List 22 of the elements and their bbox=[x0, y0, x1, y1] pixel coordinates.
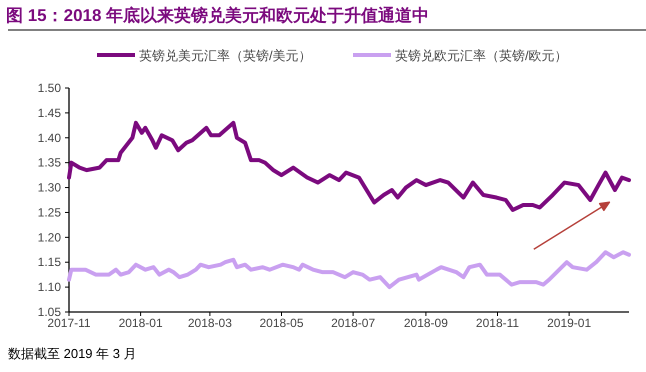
x-tick-label: 2018-11 bbox=[476, 316, 520, 330]
x-tick-label: 2018-01 bbox=[118, 316, 163, 330]
x-tick-label: 2017-11 bbox=[47, 316, 91, 330]
y-tick-label: 1.05 bbox=[38, 305, 62, 319]
legend-label: 英镑兑欧元汇率（英镑/欧元） bbox=[395, 48, 568, 63]
y-tick-label: 1.45 bbox=[38, 106, 62, 120]
y-tick-label: 1.30 bbox=[38, 180, 62, 195]
y-tick-label: 1.35 bbox=[38, 156, 62, 170]
x-tick-label: 2018-07 bbox=[331, 316, 376, 330]
y-tick-label: 1.40 bbox=[38, 130, 62, 145]
y-tick-label: 1.25 bbox=[38, 205, 62, 220]
x-tick-label: 2018-03 bbox=[188, 316, 232, 330]
x-tick-label: 2018-09 bbox=[404, 316, 448, 330]
x-tick-label: 2018-05 bbox=[259, 316, 304, 330]
title: 图 15：2018 年底以来英镑兑美元和欧元处于升值通道中 bbox=[6, 6, 430, 25]
y-tick-label: 1.15 bbox=[38, 255, 62, 270]
x-tick-label: 2019-01 bbox=[547, 316, 592, 330]
y-tick-label: 1.50 bbox=[38, 81, 62, 95]
text: 数据截至 2019 年 3 月 bbox=[8, 346, 137, 361]
y-tick-label: 1.10 bbox=[38, 280, 62, 294]
legend-label: 英镑兑美元汇率（英镑/美元） bbox=[139, 48, 312, 63]
y-tick-label: 1.20 bbox=[38, 230, 62, 244]
